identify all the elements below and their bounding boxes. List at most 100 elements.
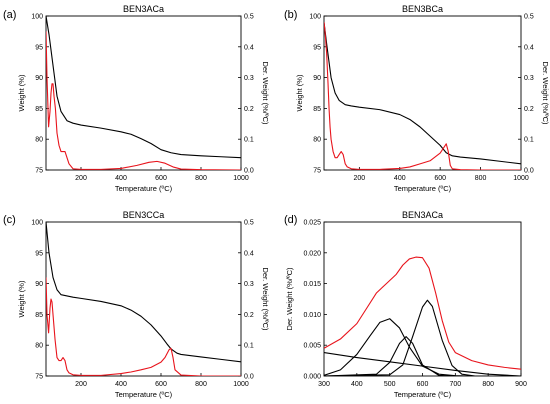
panel-label: (b) [284, 9, 297, 21]
x-tick-label: 300 [318, 381, 330, 388]
x-tick-label: 1000 [513, 175, 529, 182]
weight-curve [46, 16, 241, 159]
derivative-curve [324, 22, 521, 170]
chart-panel: (a) BEN3ACa 200 400 600 800 1000 75 80 85 90 95 100 0… [3, 4, 270, 193]
x-tick-label: 900 [515, 381, 527, 388]
x-tick-label: 600 [155, 175, 167, 182]
y-tick-label: 95 [313, 44, 321, 51]
x-tick-label: 700 [449, 381, 461, 388]
x-tick-label: 800 [475, 175, 487, 182]
x-axis-label: Temperature (ºC) [394, 184, 452, 193]
x-tick-label: 400 [394, 175, 406, 182]
y-tick-label: 95 [35, 44, 43, 51]
panel-label: (c) [3, 214, 16, 226]
y-tick-label: 85 [313, 106, 321, 113]
x-tick-label: 800 [195, 381, 207, 388]
chart-panel: (b) BEN3BCa 200 400 600 800 1000 75 80 85 90 95 100 0… [284, 4, 550, 193]
y-tick-label: 0.000 [303, 374, 321, 381]
y2-tick-label: 0.3 [244, 281, 254, 288]
x-axis-label: Temperature (ºC) [115, 184, 173, 193]
plot-frame [323, 15, 522, 171]
y2-tick-label: 0.4 [524, 44, 534, 51]
y2-tick-label: 0.5 [524, 14, 534, 21]
y2-tick-label: 0.0 [244, 374, 254, 381]
y-tick-label: 90 [35, 281, 43, 288]
y-tick-label: 80 [313, 137, 321, 144]
y-tick-label: 0.015 [303, 281, 321, 288]
y-tick-label: 75 [313, 168, 321, 175]
chart-title: BEN3ACa [123, 4, 164, 14]
x-tick-label: 400 [115, 175, 127, 182]
y-tick-label: 80 [35, 343, 43, 350]
y2-tick-label: 0.3 [244, 75, 254, 82]
weight-curve [324, 299, 521, 376]
y2-axis-label: Der. Weight (%/ºC) [261, 61, 270, 125]
derivative-curve [46, 277, 241, 376]
x-tick-label: 800 [482, 381, 494, 388]
derivative-curve [324, 256, 521, 370]
x-tick-label: 1000 [233, 175, 249, 182]
x-tick-label: 800 [195, 175, 207, 182]
panel-label: (a) [3, 9, 16, 21]
y2-tick-label: 0.0 [524, 168, 534, 175]
weight-curve [324, 336, 456, 376]
y-tick-label: 0.025 [303, 220, 321, 227]
y-tick-label: 100 [309, 14, 321, 21]
y-tick-label: 0.010 [303, 312, 321, 319]
y2-tick-label: 0.3 [524, 75, 534, 82]
chart-title: BEN3ACa [402, 210, 443, 220]
y-tick-label: 0.020 [303, 250, 321, 257]
x-axis-label: Temperature (ºC) [394, 390, 452, 399]
weight-curve [324, 318, 489, 376]
plot-frame [323, 221, 522, 377]
y-axis-label: Weight (%) [17, 74, 26, 111]
y2-tick-label: 0.5 [244, 220, 254, 227]
y2-tick-label: 0.1 [244, 137, 254, 144]
y-tick-label: 100 [31, 220, 43, 227]
x-tick-label: 200 [75, 381, 87, 388]
y2-axis-label: Der. Weight (%/ºC) [261, 267, 270, 331]
y-axis-label: Weight (%) [295, 74, 304, 111]
y2-tick-label: 0.0 [244, 168, 254, 175]
weight-curve [46, 222, 241, 363]
x-tick-label: 500 [384, 381, 396, 388]
y2-tick-label: 0.1 [524, 137, 534, 144]
chart-panel: (d) BEN3ACa 300 400 500 600 700 800 900 0.000 0.00… [284, 210, 527, 399]
y-tick-label: 80 [35, 137, 43, 144]
x-tick-label: 200 [354, 175, 366, 182]
panel-label: (d) [284, 214, 297, 226]
y-tick-label: 100 [31, 14, 43, 21]
y2-tick-label: 0.2 [524, 106, 534, 113]
y-tick-label: 0.005 [303, 343, 321, 350]
y-tick-label: 75 [35, 168, 43, 175]
x-tick-label: 1000 [233, 381, 249, 388]
y2-tick-label: 0.1 [244, 343, 254, 350]
y2-tick-label: 0.4 [244, 250, 254, 257]
chart-title: BEN3CCa [123, 210, 165, 220]
chart-panel: (c) BEN3CCa 200 400 600 800 1000 75 80 85 90 95 100 0… [3, 210, 270, 399]
derivative-curve [46, 31, 241, 170]
x-tick-label: 400 [351, 381, 363, 388]
plot-frame [45, 15, 242, 171]
y2-tick-label: 0.5 [244, 14, 254, 21]
y2-tick-label: 0.2 [244, 106, 254, 113]
weight-curve [324, 22, 521, 165]
plot-frame [45, 221, 242, 377]
x-tick-label: 600 [434, 175, 446, 182]
y-tick-label: 90 [35, 75, 43, 82]
y-tick-label: 75 [35, 374, 43, 381]
x-tick-label: 600 [155, 381, 167, 388]
y-tick-label: 85 [35, 106, 43, 113]
x-tick-label: 600 [417, 381, 429, 388]
x-tick-label: 200 [75, 175, 87, 182]
x-axis-label: Temperature (ºC) [115, 390, 173, 399]
y-axis-label: Weight (%) [17, 280, 26, 317]
y-tick-label: 95 [35, 250, 43, 257]
chart-title: BEN3BCa [402, 4, 443, 14]
y-tick-label: 90 [313, 75, 321, 82]
y-axis-label: Der. Weight (%/ºC) [285, 267, 294, 331]
y2-tick-label: 0.2 [244, 312, 254, 319]
y-tick-label: 85 [35, 312, 43, 319]
weight-curve [324, 352, 521, 376]
